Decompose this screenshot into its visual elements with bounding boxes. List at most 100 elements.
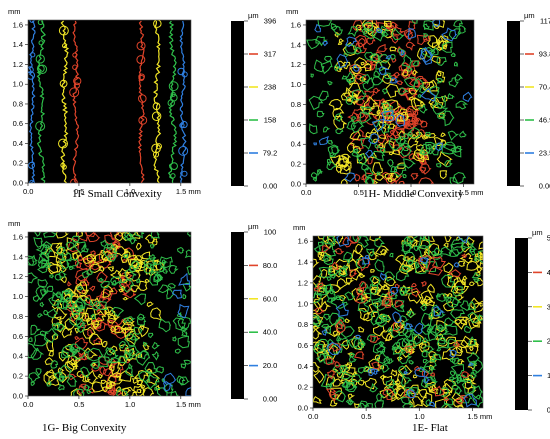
contour-blob (28, 337, 33, 343)
contour-blob (403, 251, 415, 262)
contour-blob (314, 282, 328, 296)
contour-blob (70, 387, 82, 396)
contour-blob (349, 77, 357, 86)
contour-blob (107, 266, 114, 272)
contour-blob (375, 61, 384, 72)
contour-blob (400, 284, 411, 296)
contour-blob (438, 387, 450, 397)
contour-blob (347, 111, 360, 123)
contour-blob (350, 116, 357, 122)
contour-blob (123, 250, 131, 258)
contour-blob (176, 375, 186, 386)
contour-blob (351, 373, 363, 383)
contour-blob (313, 292, 322, 304)
contour-blob (340, 178, 348, 184)
contour-blob (330, 273, 336, 280)
contour-blob (422, 298, 428, 305)
contour-blob (427, 283, 435, 293)
contour-blob (384, 276, 397, 287)
contour-curl (38, 40, 44, 46)
contour-blob (90, 361, 100, 369)
contour-blob (61, 252, 73, 262)
colorbar-tick-label: 317 (264, 50, 277, 59)
contour-blob (50, 360, 59, 369)
contour-blob (328, 265, 338, 273)
contour-blob (93, 337, 103, 345)
contour-blob (408, 96, 416, 101)
contour-blob (413, 259, 426, 274)
contour-blob (334, 247, 345, 255)
contour-blob (320, 323, 330, 330)
contour-blob (406, 236, 420, 249)
colorbar-tick-label: 0.00 (539, 182, 550, 191)
contour-blob (389, 46, 398, 52)
contour-blob (393, 164, 407, 178)
contour-blob (75, 232, 84, 238)
contour-blob (316, 110, 325, 118)
contour-blob (431, 55, 441, 64)
contour-blob (376, 171, 381, 176)
contour-blob (397, 356, 404, 362)
contour-blob (74, 297, 86, 310)
contour-blob (411, 287, 422, 298)
contour-blob (313, 343, 325, 354)
contour-blob (418, 340, 430, 353)
contour-blob (420, 47, 434, 64)
contour-blob (402, 158, 416, 169)
contour-blob (390, 166, 398, 173)
contour-blob (362, 172, 376, 184)
contour-blob (88, 298, 98, 308)
contour-blob (59, 257, 70, 270)
contour-blob (461, 239, 475, 248)
contour-blob (448, 249, 461, 257)
contour-blob (457, 404, 465, 408)
y-unit-label: mm (286, 7, 299, 16)
contour-blob (328, 342, 343, 353)
contour-blob (66, 258, 80, 269)
plot-frame (27, 231, 192, 397)
contour-blob (450, 364, 465, 379)
contour-blob (369, 382, 379, 393)
contour-blob (467, 311, 481, 324)
y-tick-label: 0.2 (298, 383, 308, 392)
y-tick-label: 0.8 (13, 312, 23, 321)
contour-blob (85, 232, 96, 238)
contour-blob (136, 278, 141, 284)
colorbar-tick-label: 23.5 (539, 149, 550, 158)
contour-blob (325, 382, 333, 390)
contour-blob (440, 246, 453, 257)
contour-blob (313, 395, 323, 404)
contour-blob (444, 236, 452, 243)
contour-blob (186, 265, 191, 276)
contour-blob (331, 261, 339, 271)
contour-blob (387, 327, 395, 333)
contour-blob (406, 236, 418, 243)
contour-blob (440, 403, 453, 408)
colorbar-tick-label: 117 (540, 17, 550, 26)
plot-frame (305, 19, 475, 185)
contour-blob (401, 69, 409, 77)
contour-curl (73, 82, 80, 89)
contour-blob (378, 143, 384, 149)
contour-blob (150, 307, 163, 321)
contour-blob (349, 352, 356, 358)
contour-blob (97, 356, 111, 368)
contour-blob (436, 320, 450, 333)
contour-blob (318, 135, 329, 146)
contour-blob (308, 95, 324, 111)
contour-blob (428, 311, 434, 318)
y-unit-label: mm (8, 7, 21, 16)
contour-blob (403, 236, 413, 247)
contour-blob (352, 89, 367, 101)
colorbar-tick-label: 100 (264, 228, 277, 237)
contour-blob (148, 332, 154, 339)
y-tick-label: 1.2 (298, 278, 308, 287)
contour-blob (403, 370, 410, 375)
y-tick-label: 1.2 (291, 60, 301, 69)
contour-curl (178, 145, 189, 156)
contour-blob (448, 269, 462, 278)
contour-blob (407, 66, 413, 72)
contour-blob (81, 326, 96, 339)
contour-blob (463, 393, 478, 408)
contour-blob (444, 160, 453, 168)
